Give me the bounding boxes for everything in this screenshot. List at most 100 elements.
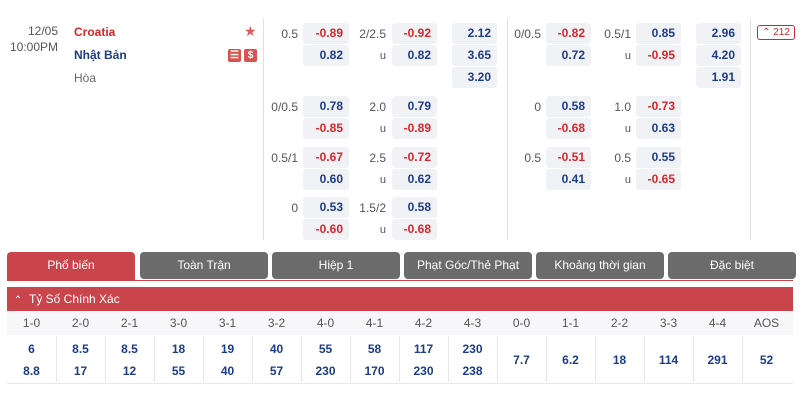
ou-line: 2.0 (369, 100, 386, 114)
ht-over-odd[interactable]: 0.85 (636, 23, 681, 44)
column-divider (105, 336, 106, 382)
away-score-odd[interactable]: 230 (315, 364, 336, 378)
ou-line: 2/2.5 (359, 27, 386, 41)
ht-away-win-odd[interactable]: 4.20 (696, 45, 741, 66)
ht-ou-line: 0.5 (614, 151, 631, 165)
away-score-odd[interactable]: 40 (220, 364, 235, 378)
ht-handicap-line: 0/0.5 (514, 27, 541, 41)
away-score-odd[interactable]: 238 (462, 364, 483, 378)
draw-score-odd[interactable]: 291 (707, 353, 728, 367)
away-win-odd[interactable]: 3.65 (452, 45, 497, 66)
ou-line: 1.5/2 (359, 201, 386, 215)
dollar-icon[interactable]: $ (244, 49, 257, 62)
score-header: 3-1 (218, 316, 237, 330)
ht-handicap-away-odd[interactable]: -0.68 (546, 118, 591, 139)
draw-score-odd[interactable]: 114 (658, 353, 679, 367)
away-team[interactable]: Nhật Bản (74, 48, 127, 62)
home-score-odd[interactable]: 230 (462, 342, 483, 356)
handicap-away-odd[interactable]: -0.85 (303, 118, 349, 139)
handicap-home-odd[interactable]: 0.53 (303, 197, 349, 218)
tab-first-half[interactable]: Hiệp 1 (272, 252, 400, 279)
ht-draw-odd[interactable]: 1.91 (696, 67, 741, 88)
handicap-home-odd[interactable]: 0.78 (303, 96, 349, 117)
score-header: 0-0 (512, 316, 531, 330)
draw-odd[interactable]: 3.20 (452, 67, 497, 88)
home-team[interactable]: Croatia (74, 25, 116, 39)
over-odd[interactable]: 0.79 (392, 96, 437, 117)
handicap-away-odd[interactable]: 0.82 (303, 45, 349, 66)
ht-handicap-home-odd[interactable]: -0.82 (546, 23, 591, 44)
handicap-home-odd[interactable]: -0.89 (303, 23, 349, 44)
home-score-odd[interactable]: 117 (413, 342, 434, 356)
under-odd[interactable]: 0.82 (392, 45, 437, 66)
under-odd[interactable]: -0.89 (392, 118, 437, 139)
favorite-star-icon[interactable]: ★ (244, 23, 257, 39)
any-other-score-odd[interactable]: 52 (759, 353, 774, 367)
tab-special[interactable]: Đặc biệt (668, 252, 796, 279)
ht-home-win-odd[interactable]: 2.96 (696, 23, 741, 44)
away-score-odd[interactable]: 17 (73, 364, 88, 378)
ht-over-odd[interactable]: -0.73 (636, 96, 681, 117)
divider (263, 18, 264, 240)
away-score-odd[interactable]: 170 (364, 364, 385, 378)
handicap-line: 0.5 (281, 27, 298, 41)
home-score-odd[interactable]: 58 (367, 342, 382, 356)
correct-score-section-header[interactable]: ⌃ Tỷ Số Chính Xác (7, 287, 793, 311)
ht-ou-line: 0.5/1 (604, 27, 631, 41)
tab-time-period[interactable]: Khoảng thời gian (536, 252, 664, 279)
divider (507, 18, 508, 240)
home-score-odd[interactable]: 18 (171, 342, 186, 356)
under-odd[interactable]: -0.68 (392, 219, 437, 240)
ht-handicap-away-odd[interactable]: 0.41 (546, 169, 591, 190)
handicap-home-odd[interactable]: -0.67 (303, 147, 349, 168)
ht-over-odd[interactable]: 0.55 (636, 147, 681, 168)
score-header: 2-1 (120, 316, 139, 330)
ht-under-odd[interactable]: -0.65 (636, 169, 681, 190)
away-score-odd[interactable]: 12 (122, 364, 137, 378)
column-divider (595, 336, 596, 382)
over-odd[interactable]: -0.92 (392, 23, 437, 44)
tab-popular[interactable]: Phổ biến (7, 252, 135, 281)
home-score-odd[interactable]: 55 (318, 342, 333, 356)
score-header: 1-0 (22, 316, 41, 330)
away-score-odd[interactable]: 55 (171, 364, 186, 378)
under-label: u (379, 224, 386, 236)
tab-corners-cards[interactable]: Phạt Góc/Thẻ Phạt (404, 252, 532, 279)
away-score-odd[interactable]: 57 (269, 364, 284, 378)
draw-score-odd[interactable]: 6.2 (562, 353, 579, 367)
home-score-odd[interactable]: 6 (28, 342, 35, 356)
score-header: 1-1 (561, 316, 580, 330)
home-score-odd[interactable]: 8.5 (72, 342, 89, 356)
ht-under-odd[interactable]: 0.63 (636, 118, 681, 139)
away-score-odd[interactable]: 8.8 (23, 364, 40, 378)
more-markets-button[interactable]: ⌃ 212 (757, 25, 795, 40)
handicap-line: 0.5/1 (271, 151, 298, 165)
ht-under-odd[interactable]: -0.95 (636, 45, 681, 66)
tab-full-match[interactable]: Toàn Trận (140, 252, 268, 279)
handicap-away-odd[interactable]: -0.60 (303, 219, 349, 240)
ht-handicap-home-odd[interactable]: 0.58 (546, 96, 591, 117)
score-header: 2-2 (610, 316, 629, 330)
bet-slip-icon[interactable]: ☰ (228, 49, 241, 62)
column-divider (497, 336, 498, 382)
column-divider (301, 336, 302, 382)
under-odd[interactable]: 0.62 (392, 169, 437, 190)
handicap-line: 0/0.5 (271, 100, 298, 114)
home-score-odd[interactable]: 40 (269, 342, 284, 356)
home-score-odd[interactable]: 19 (220, 342, 235, 356)
home-win-odd[interactable]: 2.12 (452, 23, 497, 44)
ht-handicap-away-odd[interactable]: 0.72 (546, 45, 591, 66)
away-score-odd[interactable]: 230 (413, 364, 434, 378)
home-score-odd[interactable]: 8.5 (121, 342, 138, 356)
draw-label: Hòa (74, 71, 97, 85)
handicap-away-odd[interactable]: 0.60 (303, 169, 349, 190)
ou-line: 2.5 (369, 151, 386, 165)
over-odd[interactable]: -0.72 (392, 147, 437, 168)
column-divider (448, 336, 449, 382)
draw-score-odd[interactable]: 7.7 (513, 353, 530, 367)
column-divider (644, 336, 645, 382)
draw-score-odd[interactable]: 18 (612, 353, 627, 367)
collapse-toggle-icon[interactable]: ⌃ (13, 295, 23, 306)
ht-handicap-home-odd[interactable]: -0.51 (546, 147, 591, 168)
over-odd[interactable]: 0.58 (392, 197, 437, 218)
